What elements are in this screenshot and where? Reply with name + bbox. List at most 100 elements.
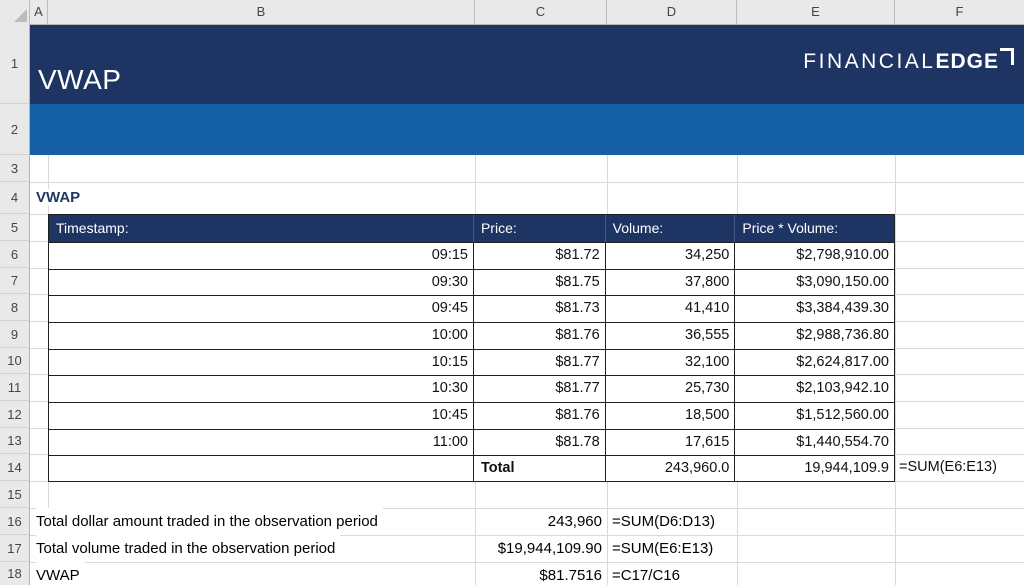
timestamp-cell[interactable]: 10:45: [49, 402, 474, 429]
total-price-volume-cell[interactable]: 19,944,109.9: [735, 455, 894, 481]
column-header-e[interactable]: E: [737, 0, 895, 24]
total-empty-cell[interactable]: [49, 455, 474, 481]
vwap-table: Timestamp: Price: Volume: Price * Volume…: [48, 214, 895, 482]
table-header-row: Timestamp: Price: Volume: Price * Volume…: [49, 215, 894, 242]
price-volume-cell[interactable]: $3,090,150.00: [735, 269, 894, 295]
column-header-a[interactable]: A: [30, 0, 48, 24]
table-row: 10:45 $81.76 18,500 $1,512,560.00: [49, 402, 894, 429]
volume-cell[interactable]: 34,250: [605, 242, 736, 269]
volume-cell[interactable]: 32,100: [605, 349, 736, 375]
summary-value[interactable]: $81.7516: [539, 567, 602, 584]
price-cell[interactable]: $81.72: [473, 242, 606, 269]
select-all-corner[interactable]: [0, 0, 30, 24]
row-header-15[interactable]: 15: [0, 481, 29, 508]
header-price-volume[interactable]: Price * Volume:: [742, 220, 839, 236]
section-label-row[interactable]: VWAP: [30, 182, 87, 214]
row-header-13[interactable]: 13: [0, 428, 29, 454]
timestamp-cell[interactable]: 10:15: [49, 349, 474, 375]
price-volume-cell[interactable]: $2,798,910.00: [735, 242, 894, 269]
price-cell[interactable]: $81.78: [473, 429, 606, 455]
summary-label[interactable]: Total dollar amount traded in the observ…: [36, 508, 383, 535]
row-header-6[interactable]: 6: [0, 241, 29, 268]
logo-text-financial: FINANCIAL: [803, 50, 936, 73]
timestamp-cell[interactable]: 10:00: [49, 322, 474, 349]
total-label-cell[interactable]: Total: [473, 455, 606, 481]
summary-label[interactable]: VWAP: [36, 562, 85, 585]
accent-banner[interactable]: [30, 104, 1024, 155]
summary-value[interactable]: $19,944,109.90: [497, 540, 602, 557]
timestamp-cell[interactable]: 11:00: [49, 429, 474, 455]
table-row: 09:15 $81.72 34,250 $2,798,910.00: [49, 242, 894, 269]
header-price[interactable]: Price:: [474, 215, 606, 242]
timestamp-cell[interactable]: 10:30: [49, 375, 474, 402]
row-header-5[interactable]: 5: [0, 214, 29, 241]
select-all-triangle-icon: [14, 9, 27, 22]
summary-label[interactable]: Total volume traded in the observation p…: [36, 535, 341, 562]
row-header-17[interactable]: 17: [0, 535, 29, 562]
price-cell[interactable]: $81.77: [473, 375, 606, 402]
summary-formula[interactable]: =SUM(E6:E13): [612, 540, 714, 557]
column-header-d[interactable]: D: [607, 0, 737, 24]
column-header-f[interactable]: F: [955, 4, 964, 19]
price-volume-cell[interactable]: $2,988,736.80: [735, 322, 894, 349]
volume-cell[interactable]: 37,800: [605, 269, 736, 295]
table-row: 10:00 $81.76 36,555 $2,988,736.80: [49, 322, 894, 349]
summary-formula[interactable]: =SUM(D6:D13): [612, 513, 715, 530]
summary-formula[interactable]: =C17/C16: [612, 567, 680, 584]
price-cell[interactable]: $81.75: [473, 269, 606, 295]
price-volume-cell[interactable]: $2,624,817.00: [735, 349, 894, 375]
total-formula-cell[interactable]: =SUM(E6:E13): [899, 459, 997, 475]
row-header-8[interactable]: 8: [0, 294, 29, 321]
page-title: VWAP: [38, 64, 122, 95]
price-cell[interactable]: $81.76: [473, 322, 606, 349]
total-volume-cell[interactable]: 243,960.0: [605, 455, 736, 481]
row-header-3[interactable]: 3: [0, 155, 29, 182]
row-header-10[interactable]: 10: [0, 348, 29, 374]
logo-bracket-icon: [1000, 47, 1014, 65]
section-label: VWAP: [36, 189, 87, 206]
row-header-14[interactable]: 14: [0, 454, 29, 481]
column-header-b[interactable]: B: [48, 0, 475, 24]
row-header-12[interactable]: 12: [0, 401, 29, 428]
timestamp-cell[interactable]: 09:45: [49, 295, 474, 322]
row-header-7[interactable]: 7: [0, 268, 29, 294]
price-cell[interactable]: $81.76: [473, 402, 606, 429]
gridline: [30, 535, 1024, 536]
row-header-9[interactable]: 9: [0, 321, 29, 348]
timestamp-cell[interactable]: 09:15: [49, 242, 474, 269]
volume-cell[interactable]: 25,730: [605, 375, 736, 402]
gridline: [895, 155, 896, 585]
row-header-2[interactable]: 2: [0, 104, 29, 155]
row-header-16[interactable]: 16: [0, 508, 29, 535]
gridline: [30, 508, 1024, 509]
header-volume[interactable]: Volume:: [606, 215, 736, 242]
column-header-strip: A B C D E F: [0, 0, 1024, 25]
financial-edge-logo: FINANCIAL EDGE: [803, 47, 1014, 74]
row-header-18[interactable]: 18: [7, 566, 22, 581]
volume-cell[interactable]: 18,500: [605, 402, 736, 429]
price-volume-cell[interactable]: $1,512,560.00: [735, 402, 894, 429]
volume-cell[interactable]: 17,615: [605, 429, 736, 455]
summary-row-vwap: VWAP $81.7516 =C17/C16: [30, 562, 1024, 585]
price-cell[interactable]: $81.73: [473, 295, 606, 322]
header-timestamp[interactable]: Timestamp:: [49, 215, 474, 242]
row-header-11[interactable]: 11: [0, 374, 29, 401]
logo-text-edge: EDGE: [935, 50, 999, 73]
price-volume-cell[interactable]: $2,103,942.10: [735, 375, 894, 402]
price-cell[interactable]: $81.77: [473, 349, 606, 375]
price-volume-cell[interactable]: $1,440,554.70: [735, 429, 894, 455]
row-header-1[interactable]: 1: [0, 24, 29, 104]
price-volume-cell[interactable]: $3,384,439.30: [735, 295, 894, 322]
row-number-gutter: 1 2 3 4 5 6 7 8 9 10 11 12 13 14 15 16 1…: [0, 24, 30, 585]
table-row: 10:30 $81.77 25,730 $2,103,942.10: [49, 375, 894, 402]
table-total-row: Total 243,960.0 19,944,109.9: [49, 455, 894, 481]
volume-cell[interactable]: 36,555: [605, 322, 736, 349]
row-header-4[interactable]: 4: [0, 182, 29, 214]
timestamp-cell[interactable]: 09:30: [49, 269, 474, 295]
title-banner[interactable]: VWAP FINANCIAL EDGE: [30, 24, 1024, 104]
summary-row-total-dollar: Total dollar amount traded in the observ…: [30, 508, 1024, 535]
column-header-c[interactable]: C: [475, 0, 607, 24]
volume-cell[interactable]: 41,410: [605, 295, 736, 322]
summary-value[interactable]: 243,960: [547, 513, 602, 530]
